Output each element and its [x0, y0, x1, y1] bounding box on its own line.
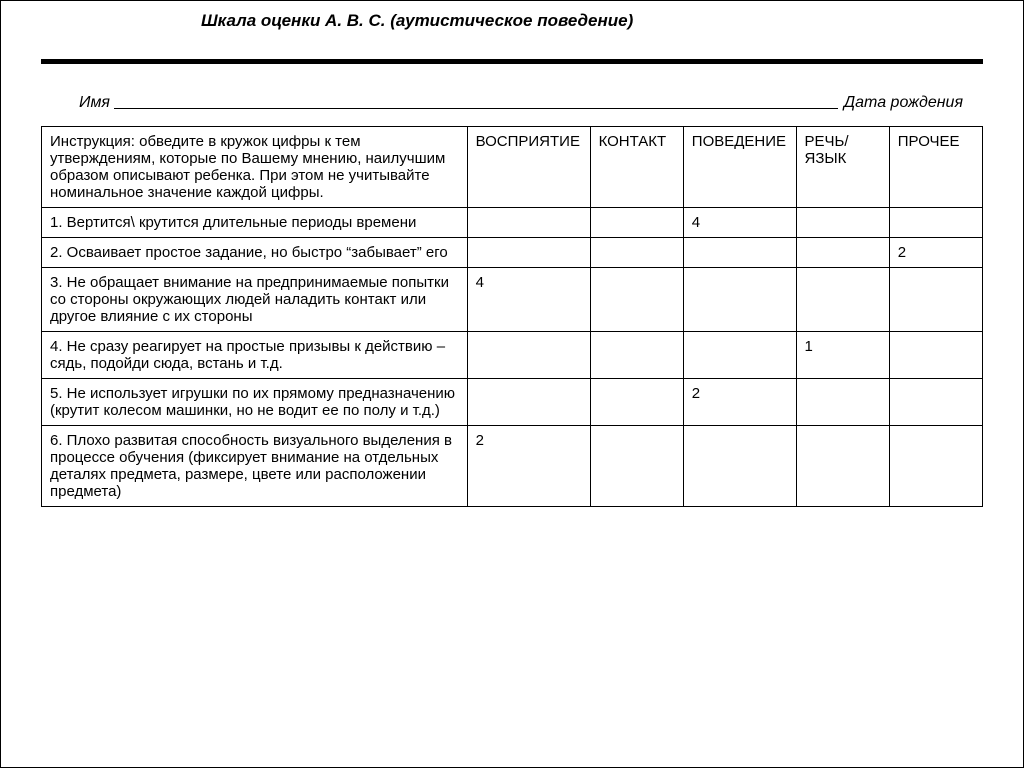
score-cell[interactable] — [889, 332, 982, 379]
score-cell[interactable]: 4 — [467, 268, 590, 332]
score-cell[interactable] — [467, 238, 590, 268]
item-text: 5. Не использует игрушки по их прямому п… — [42, 379, 468, 426]
header-row: Инструкция: обведите в кружок цифры к те… — [42, 127, 983, 208]
item-text: 2. Осваивает простое задание, но быстро … — [42, 238, 468, 268]
item-text: 3. Не обращает внимание на предпринимаем… — [42, 268, 468, 332]
score-cell[interactable] — [467, 332, 590, 379]
score-cell[interactable] — [796, 268, 889, 332]
document-title: Шкала оценки A. B. C. (аутистическое пов… — [201, 11, 983, 31]
score-cell[interactable] — [889, 268, 982, 332]
score-cell[interactable] — [683, 268, 796, 332]
table-row: 3. Не обращает внимание на предпринимаем… — [42, 268, 983, 332]
score-cell[interactable] — [889, 426, 982, 507]
score-cell[interactable] — [590, 332, 683, 379]
score-cell[interactable] — [889, 379, 982, 426]
score-cell[interactable]: 1 — [796, 332, 889, 379]
title-rule — [41, 59, 983, 64]
score-cell[interactable] — [590, 379, 683, 426]
score-cell[interactable] — [796, 426, 889, 507]
score-cell[interactable] — [796, 208, 889, 238]
table-row: 1. Вертится\ крутится длительные периоды… — [42, 208, 983, 238]
item-text: 1. Вертится\ крутится длительные периоды… — [42, 208, 468, 238]
table-row: 2. Осваивает простое задание, но быстро … — [42, 238, 983, 268]
col-perception: ВОСПРИЯТИЕ — [467, 127, 590, 208]
id-fields-row: Имя Дата рождения — [79, 94, 973, 112]
score-cell[interactable]: 2 — [889, 238, 982, 268]
score-cell[interactable] — [467, 379, 590, 426]
item-text: 4. Не сразу реагирует на простые призывы… — [42, 332, 468, 379]
col-behavior: ПОВЕДЕНИЕ — [683, 127, 796, 208]
score-cell[interactable] — [683, 426, 796, 507]
score-cell[interactable] — [590, 208, 683, 238]
score-cell[interactable] — [683, 238, 796, 268]
name-label: Имя — [79, 94, 110, 112]
table-row: 5. Не использует игрушки по их прямому п… — [42, 379, 983, 426]
table-row: 4. Не сразу реагирует на простые призывы… — [42, 332, 983, 379]
page-container: Шкала оценки A. B. C. (аутистическое пов… — [1, 1, 1023, 527]
assessment-table: Инструкция: обведите в кружок цифры к те… — [41, 126, 983, 507]
score-cell[interactable]: 2 — [467, 426, 590, 507]
score-cell[interactable] — [889, 208, 982, 238]
score-cell[interactable] — [590, 268, 683, 332]
score-cell[interactable] — [796, 238, 889, 268]
col-contact: КОНТАКТ — [590, 127, 683, 208]
instruction-cell: Инструкция: обведите в кружок цифры к те… — [42, 127, 468, 208]
score-cell[interactable] — [467, 208, 590, 238]
score-cell[interactable] — [796, 379, 889, 426]
score-cell[interactable]: 4 — [683, 208, 796, 238]
dob-label: Дата рождения — [844, 94, 963, 112]
score-cell[interactable] — [590, 238, 683, 268]
col-speech: РЕЧЬ/ ЯЗЫК — [796, 127, 889, 208]
item-text: 6. Плохо развитая способность визуальног… — [42, 426, 468, 507]
score-cell[interactable]: 2 — [683, 379, 796, 426]
table-body: 1. Вертится\ крутится длительные периоды… — [42, 208, 983, 507]
name-input-line[interactable] — [114, 94, 838, 109]
table-row: 6. Плохо развитая способность визуальног… — [42, 426, 983, 507]
score-cell[interactable] — [683, 332, 796, 379]
col-other: ПРОЧЕЕ — [889, 127, 982, 208]
score-cell[interactable] — [590, 426, 683, 507]
